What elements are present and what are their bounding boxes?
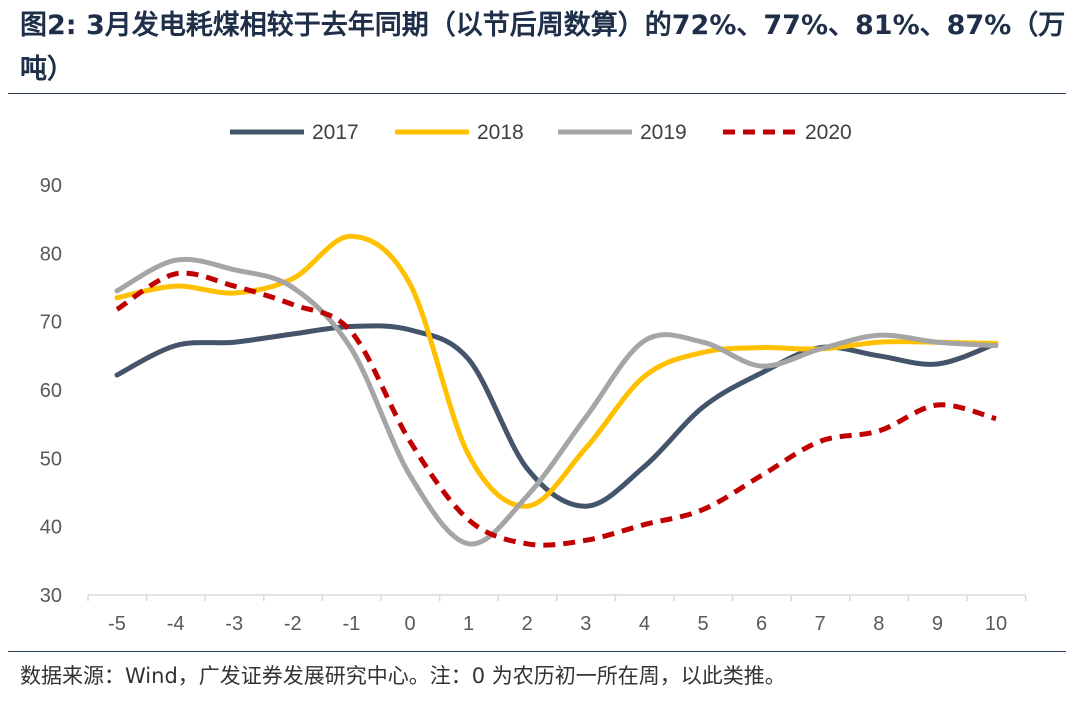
- y-tick-label: 30: [40, 585, 62, 607]
- x-tick-label: -5: [108, 613, 126, 635]
- x-tick-label: 5: [697, 613, 708, 635]
- x-tick-label: 9: [932, 613, 943, 635]
- x-tick-label: 0: [404, 613, 415, 635]
- bottom-rule: [8, 651, 1066, 652]
- x-axis: -5 -4 -3 -2 -1 0 1 2 3 4 5 6 7 8 9 10: [87, 594, 1027, 635]
- legend-label-2017: 2017: [312, 121, 359, 144]
- x-tick-label: 4: [639, 613, 650, 635]
- figure-title: 图2: 3月发电耗煤相较于去年同期（以节后周数算）的72%、77%、81%、87…: [20, 10, 1066, 85]
- chart-legend: 2017 2018 2019 2020: [230, 121, 852, 144]
- legend-label-2018: 2018: [477, 121, 524, 144]
- y-tick-label: 90: [40, 175, 62, 197]
- top-rule: [8, 93, 1066, 94]
- x-tick-label: -1: [343, 613, 361, 635]
- plot-lines: [114, 233, 999, 548]
- series-line-2018: [114, 233, 999, 509]
- x-tick-label: 10: [985, 613, 1007, 635]
- series-line-2017: [114, 323, 999, 509]
- x-tick-label: 2: [522, 613, 533, 635]
- x-tick-label: 6: [756, 613, 767, 635]
- source-note: 数据来源：Wind，广发证券发展研究中心。注：0 为农历初一所在周，以此类推。: [20, 664, 786, 688]
- x-tick-label: 1: [463, 613, 474, 635]
- x-tick-label: 8: [873, 613, 884, 635]
- y-tick-label: 80: [40, 243, 62, 265]
- x-tick-label: -4: [167, 613, 185, 635]
- y-tick-label: 40: [40, 517, 62, 539]
- y-tick-label: 70: [40, 312, 62, 334]
- series-line-2020: [115, 270, 997, 548]
- y-tick-label: 60: [40, 380, 62, 402]
- x-tick-label: -3: [225, 613, 243, 635]
- legend-label-2019: 2019: [640, 121, 687, 144]
- x-tick-label: 3: [580, 613, 591, 635]
- x-tick-label: -2: [284, 613, 302, 635]
- x-tick-label: 7: [815, 613, 826, 635]
- legend-label-2020: 2020: [805, 121, 852, 144]
- y-tick-label: 50: [40, 448, 62, 470]
- y-axis: 30 40 50 60 70 80 90: [40, 175, 62, 607]
- series-line-2019: [114, 256, 999, 547]
